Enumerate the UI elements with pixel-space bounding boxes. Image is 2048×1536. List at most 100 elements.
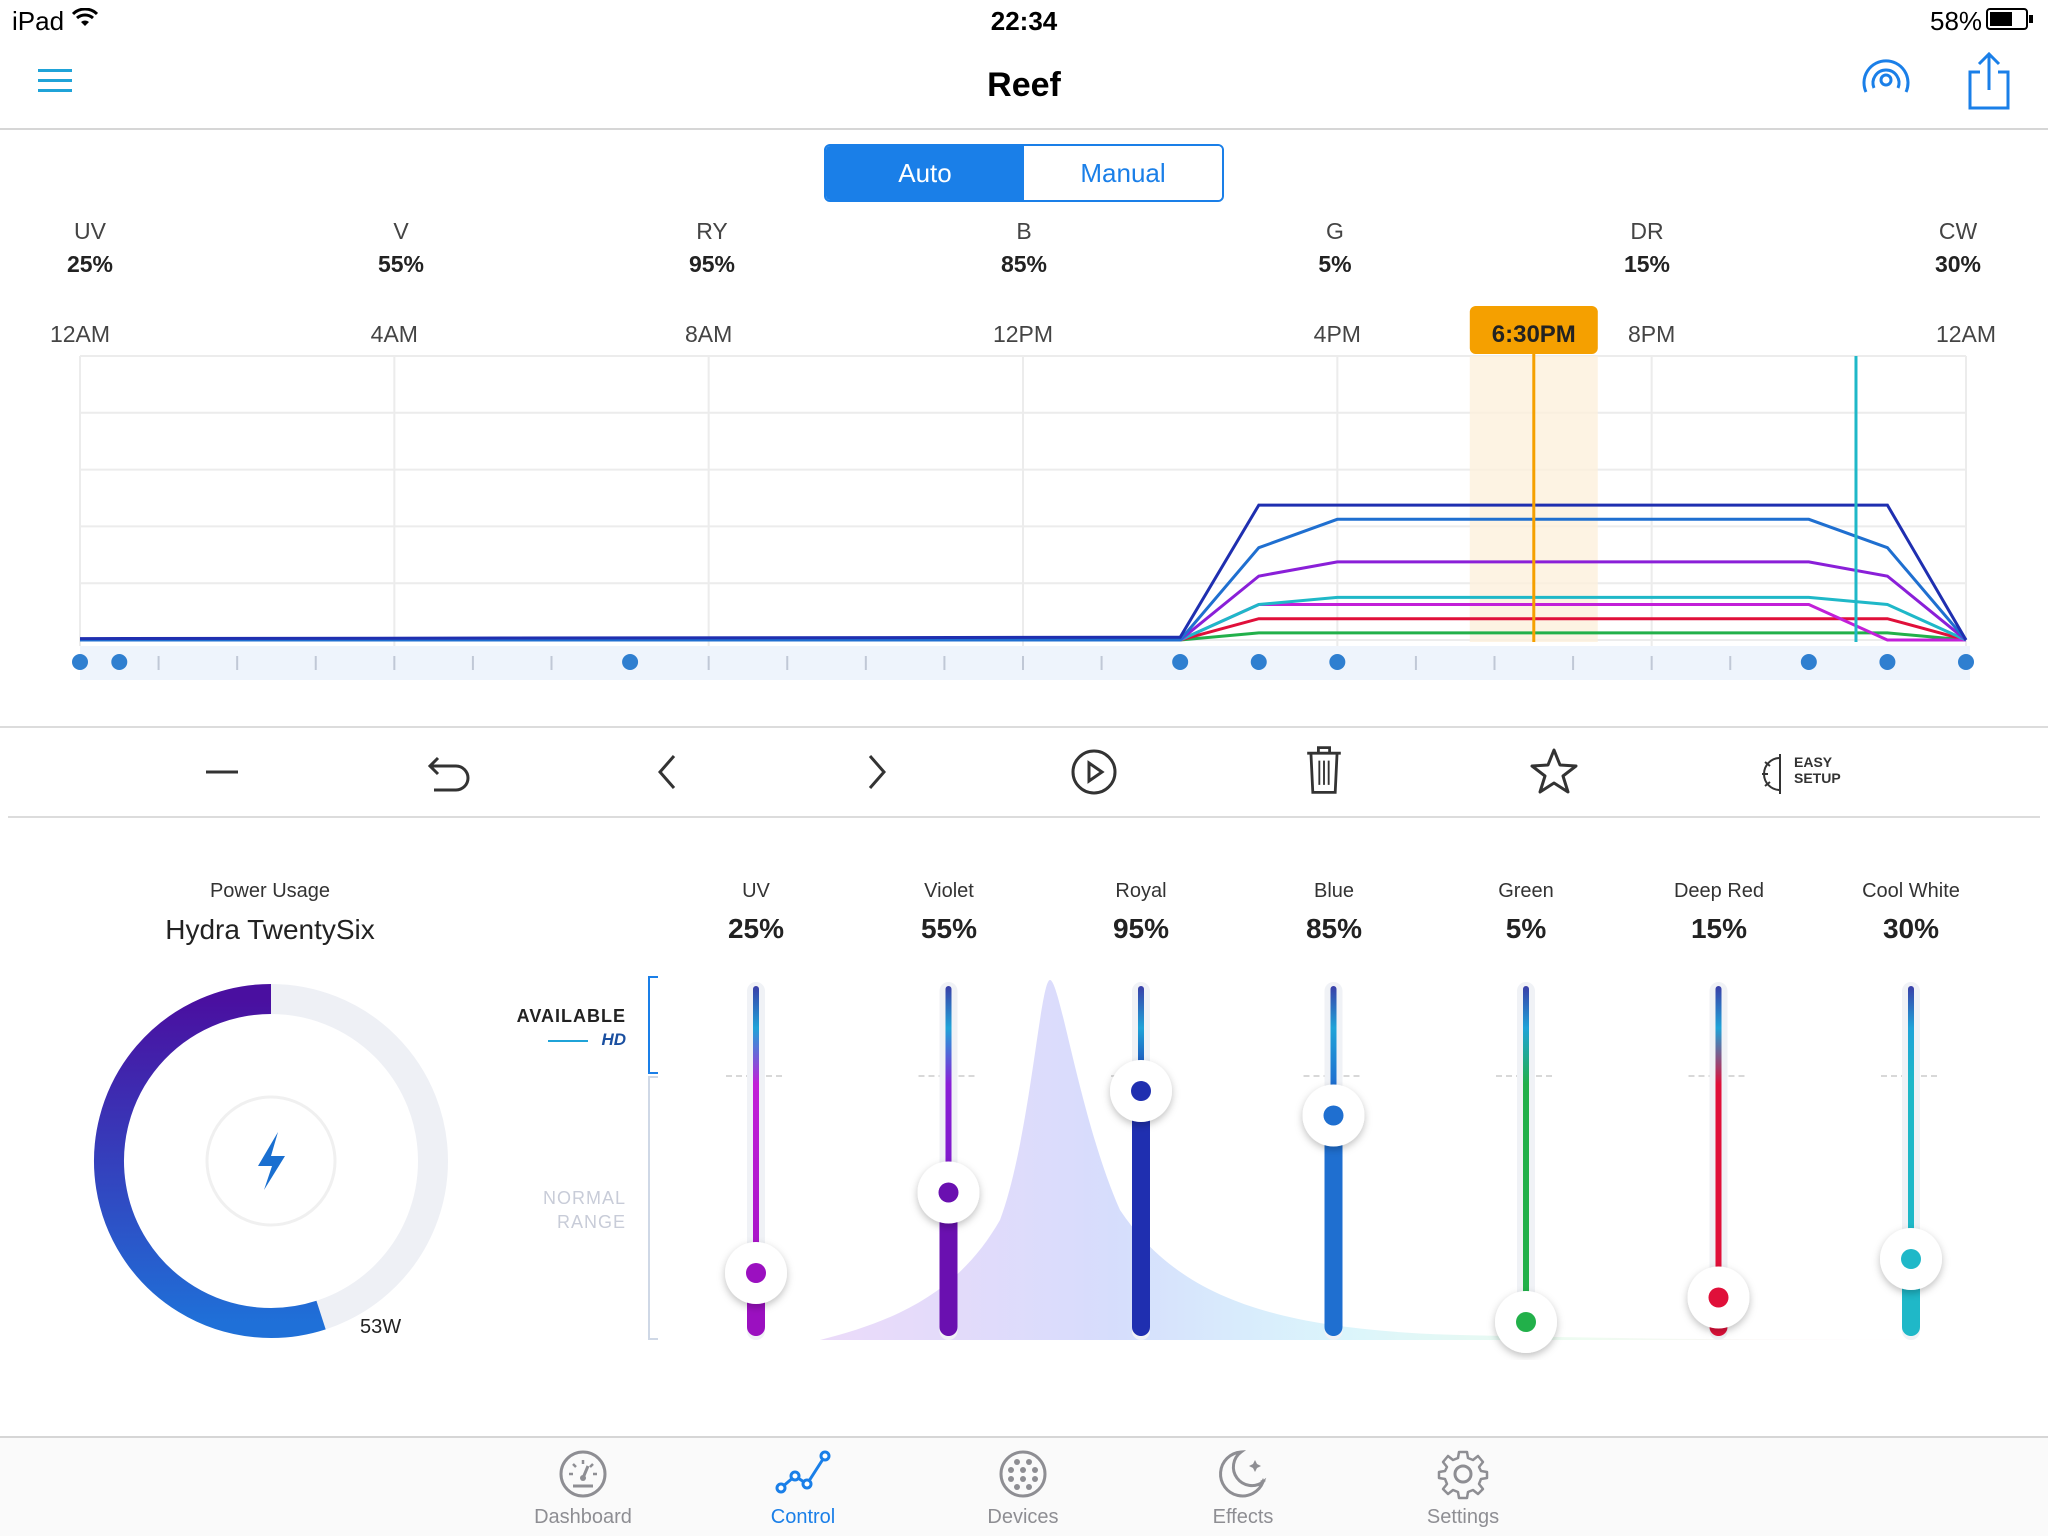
keyframe-point[interactable]	[622, 654, 639, 670]
power-usage-label: Power Usage	[209, 880, 331, 902]
slider-knob-dot	[1708, 1287, 1729, 1308]
keyframe-point[interactable]	[1879, 654, 1896, 670]
slider-blue[interactable]	[1302, 982, 1365, 1340]
channel-value: 15%	[1623, 251, 1671, 277]
play-icon[interactable]	[1066, 744, 1122, 800]
slider-header-blue: Blue 85%	[1264, 880, 1404, 945]
normal-range-label: NORMAL RANGE	[498, 1186, 626, 1234]
keyframe-point[interactable]	[72, 654, 88, 670]
keyframe-point[interactable]	[1250, 654, 1267, 670]
slider-value: 85%	[1305, 913, 1363, 944]
divider	[8, 816, 2040, 818]
channel-cw: CW 30%	[1898, 218, 2018, 278]
channel-value: 30%	[1934, 251, 1982, 277]
slider-label: UV	[742, 880, 770, 902]
tab-control[interactable]: Control	[728, 1448, 878, 1529]
channel-uv: UV 25%	[30, 218, 150, 278]
wireless-icon[interactable]	[1862, 56, 1910, 104]
spectrum-graph	[820, 980, 2000, 1340]
channel-b: B 85%	[964, 218, 1084, 278]
channel-label: G	[1326, 218, 1344, 244]
minus-icon[interactable]	[194, 744, 250, 800]
slider-violet[interactable]	[917, 982, 980, 1340]
channel-dr: DR 15%	[1587, 218, 1707, 278]
status-bar: iPad 22:34 58%	[0, 0, 2048, 40]
channel-value: 5%	[1318, 251, 1352, 277]
settings-icon	[1437, 1450, 1489, 1500]
current-time-badge	[1469, 306, 1598, 354]
trash-icon[interactable]	[1296, 742, 1352, 798]
slider-deep-red[interactable]	[1687, 982, 1750, 1340]
page-title: Reef	[987, 66, 1061, 104]
wifi-icon	[72, 8, 98, 26]
channel-v: V 55%	[341, 218, 461, 278]
slider-royal[interactable]	[1110, 982, 1172, 1340]
time-label: 4AM	[371, 321, 418, 347]
dashboard-icon	[559, 1450, 607, 1498]
keyframe-track[interactable]	[80, 646, 1970, 680]
gauge-fill	[94, 984, 326, 1338]
device-name: iPad	[12, 6, 65, 36]
hd-bracket	[648, 976, 658, 1074]
time-label: 12AM	[50, 321, 110, 347]
star-icon[interactable]	[1526, 744, 1582, 800]
slider-cool-white[interactable]	[1880, 982, 1942, 1340]
next-icon[interactable]	[848, 744, 904, 800]
keyframe-point[interactable]	[1172, 654, 1189, 670]
current-time-label: 6:30PM	[1492, 321, 1576, 348]
channel-value: 55%	[377, 251, 425, 277]
time-label: 4PM	[1314, 321, 1361, 347]
easy-setup-line1: EASY	[1794, 754, 1833, 770]
keyframe-point[interactable]	[1958, 654, 1974, 670]
tab-devices[interactable]: Devices	[948, 1448, 1098, 1529]
slider-header-deep-red: Deep Red 15%	[1649, 880, 1789, 945]
menu-icon[interactable]	[38, 68, 72, 94]
channel-label: RY	[696, 218, 728, 244]
slider-label: Cool White	[1862, 880, 1960, 902]
tab-bar-divider	[0, 1436, 2048, 1438]
slider-fill	[1324, 1115, 1343, 1336]
channel-label: DR	[1630, 218, 1664, 244]
channel-value: 85%	[1000, 251, 1048, 277]
tab-label: Control	[770, 1506, 836, 1528]
time-label: 8AM	[685, 321, 732, 347]
channel-label: V	[393, 218, 409, 244]
slider-value: 55%	[920, 913, 978, 944]
share-icon[interactable]	[1966, 52, 2012, 110]
power-gauge	[94, 984, 448, 1338]
easy-setup-button[interactable]: EASY SETUP	[1760, 752, 1870, 800]
channel-label: CW	[1938, 218, 1978, 244]
series-line-blue	[80, 517, 1968, 642]
tab-label: Devices	[987, 1506, 1059, 1528]
keyframe-point[interactable]	[1329, 654, 1346, 670]
slider-area	[725, 982, 1942, 1353]
tab-label: Settings	[1426, 1506, 1500, 1528]
battery-icon	[1986, 8, 2033, 30]
slider-label: Violet	[924, 880, 974, 902]
divider	[0, 726, 2048, 728]
manual-mode-button[interactable]: Manual	[1024, 146, 1222, 200]
slider-uv[interactable]	[725, 982, 787, 1340]
slider-green[interactable]	[1495, 982, 1557, 1353]
battery-percent: 58%	[1930, 6, 1983, 36]
keyframe-point[interactable]	[111, 654, 128, 670]
undo-icon[interactable]	[420, 744, 476, 800]
previous-icon[interactable]	[640, 744, 696, 800]
tab-effects[interactable]: Effects	[1168, 1448, 1318, 1529]
slider-label: Blue	[1313, 880, 1355, 902]
slider-label: Royal	[1115, 880, 1167, 902]
clock: 22:34	[990, 6, 1058, 36]
schedule-chart[interactable]: 12AM 4AM 8AM 12PM 4PM 8PM 12AM 6:30PM	[0, 296, 2048, 696]
slider-header-violet: Violet 55%	[879, 880, 1019, 945]
slider-knob-dot	[938, 1182, 959, 1203]
keyframe-point[interactable]	[1800, 654, 1817, 670]
time-label: 8PM	[1628, 321, 1675, 347]
slider-header-uv: UV 25%	[686, 880, 826, 945]
slider-value: 25%	[727, 913, 785, 944]
easy-setup-line2: SETUP	[1794, 770, 1841, 786]
channel-label: UV	[74, 218, 106, 244]
tab-settings[interactable]: Settings	[1388, 1448, 1538, 1529]
slider-label: Deep Red	[1673, 880, 1765, 902]
tab-dashboard[interactable]: Dashboard	[508, 1448, 658, 1529]
auto-mode-button[interactable]: Auto	[826, 146, 1024, 200]
